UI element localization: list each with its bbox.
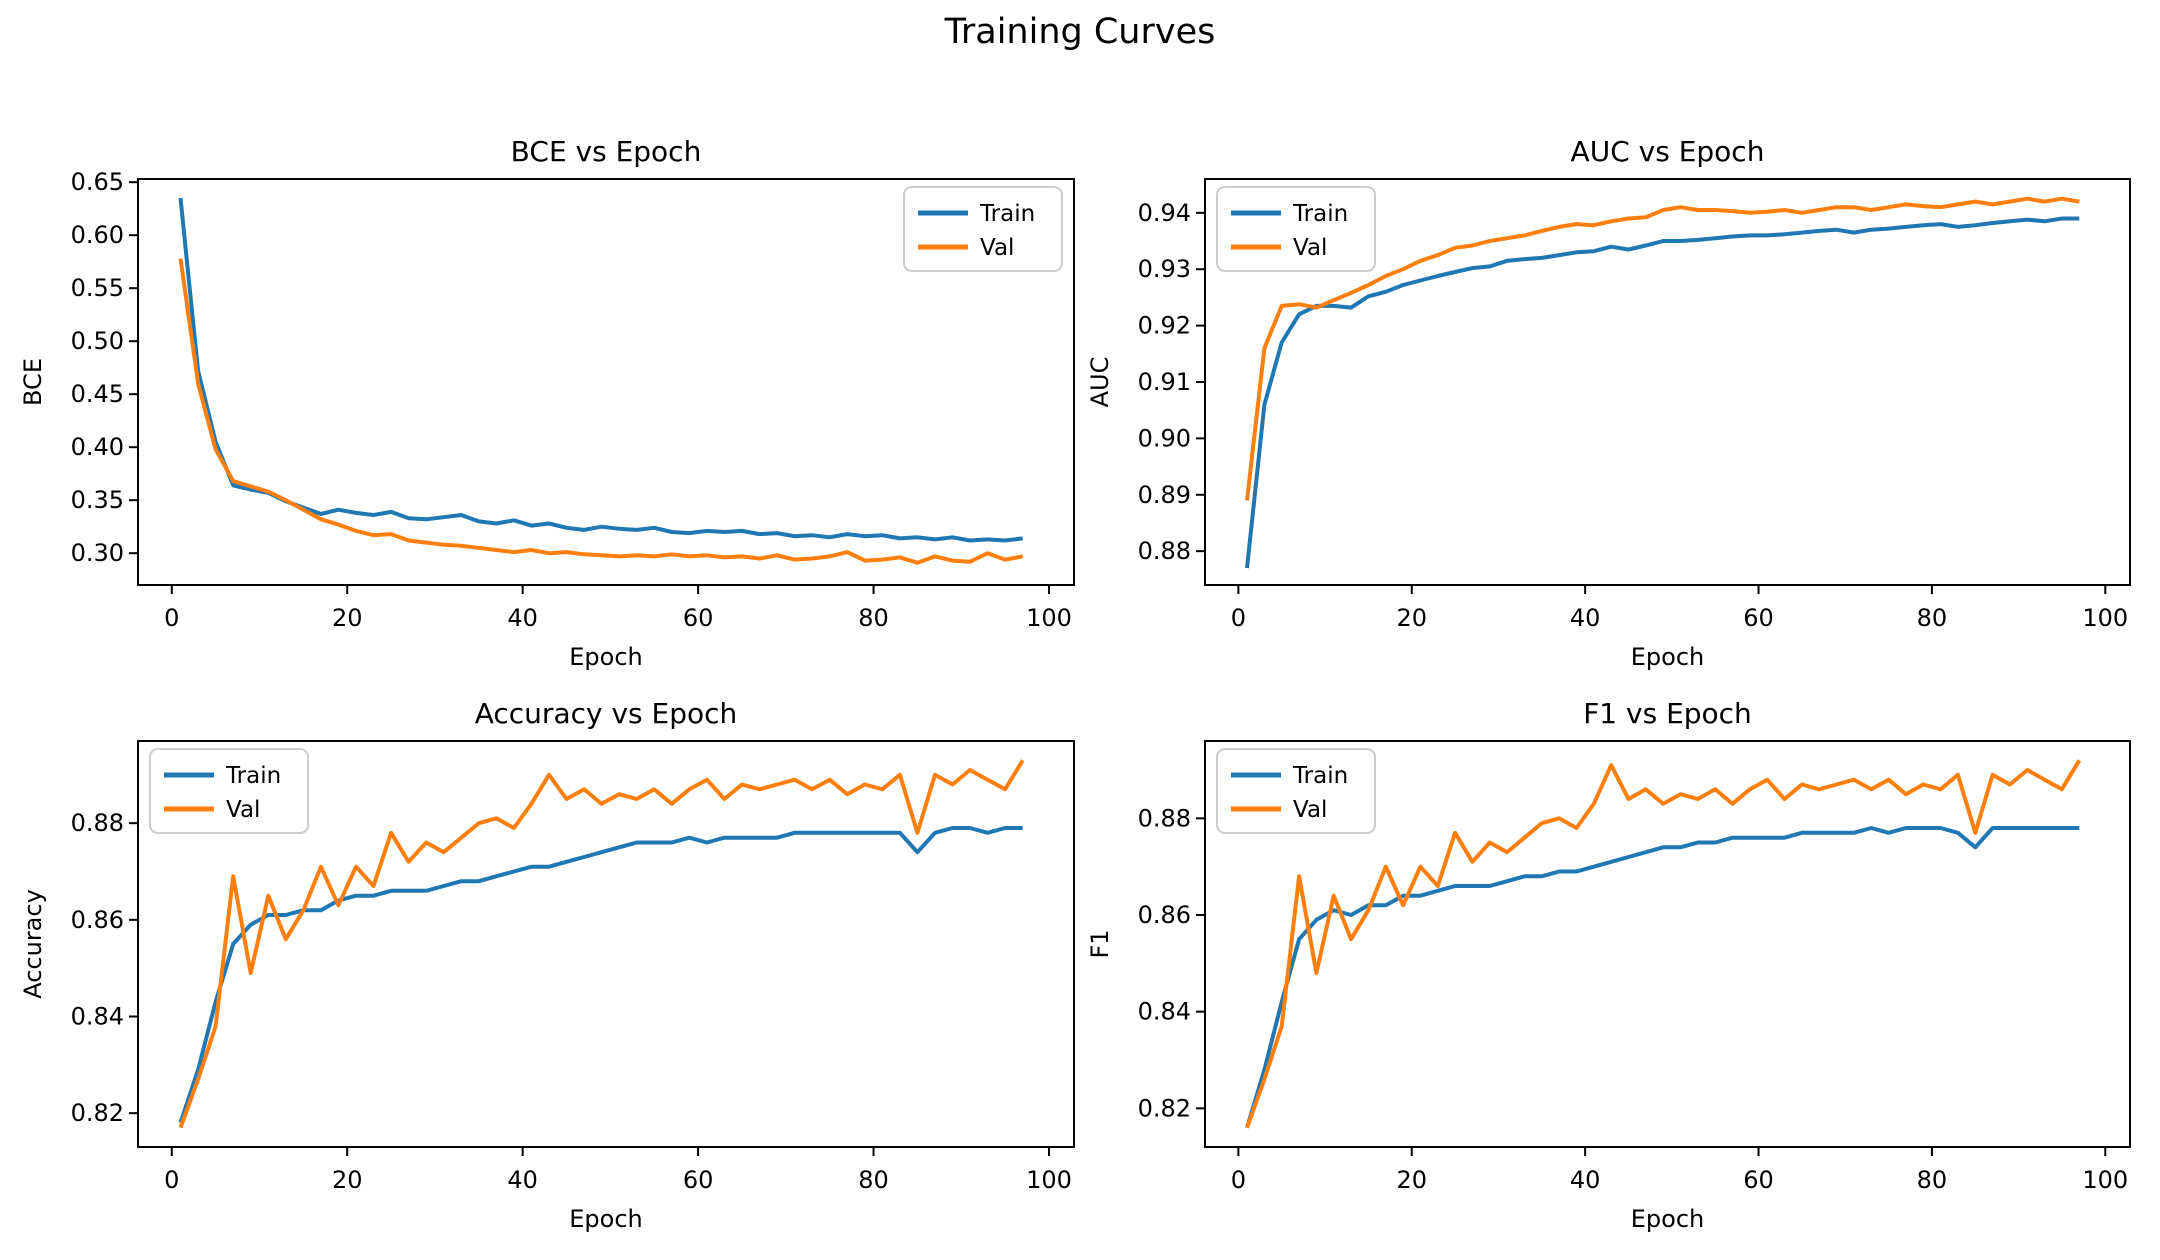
- train-line: [178, 197, 1023, 543]
- chart-title: Accuracy vs Epoch: [475, 697, 738, 730]
- y-tick-label: 0.94: [1138, 199, 1191, 227]
- x-tick-label: 40: [1570, 1166, 1601, 1194]
- x-tick-label: 20: [332, 1166, 363, 1194]
- y-tick-label: 0.84: [1138, 998, 1191, 1026]
- y-tick-label: 0.40: [71, 433, 124, 461]
- legend: Train Val: [149, 748, 309, 834]
- legend: Train Val: [1216, 748, 1376, 834]
- legend-label-val: Val: [1293, 797, 1327, 823]
- chart-title: F1 vs Epoch: [1583, 697, 1752, 730]
- x-axis-label: Epoch: [569, 643, 643, 671]
- subplot-accuracy: Accuracy vs Epoch Epoch Accuracy 0 20 40 60 80 1…: [19, 697, 1075, 1233]
- y-axis-label: Accuracy: [19, 889, 47, 999]
- y-tick-label: 0.84: [71, 1003, 124, 1031]
- x-tick-label: 0: [1231, 1166, 1246, 1194]
- val-line: [178, 258, 1024, 565]
- legend-label-val: Val: [980, 235, 1014, 261]
- x-tick-label: 60: [1743, 1166, 1774, 1194]
- x-axis-label: Epoch: [1631, 1205, 1705, 1233]
- y-tick-label: 0.50: [71, 327, 124, 355]
- x-tick-label: 20: [1396, 604, 1427, 632]
- y-tick-label: 0.89: [1138, 481, 1191, 509]
- legend-label-val: Val: [1293, 235, 1327, 261]
- y-tick-label: 0.65: [71, 168, 124, 196]
- val-line: [1245, 759, 2082, 1129]
- x-axis-label: Epoch: [569, 1205, 643, 1233]
- y-tick-label: 0.86: [1138, 901, 1191, 929]
- train-line: [1245, 826, 2080, 1129]
- figure-title: Training Curves: [944, 12, 1216, 52]
- train-line: [1245, 216, 2080, 569]
- y-tick-label: 0.91: [1138, 368, 1191, 396]
- y-tick-label: 0.88: [1138, 537, 1191, 565]
- y-tick-label: 0.60: [71, 221, 124, 249]
- x-axis-label: Epoch: [1631, 643, 1705, 671]
- chart-title: BCE vs Epoch: [511, 135, 702, 168]
- axes-box: [137, 178, 1075, 586]
- legend-label-val: Val: [226, 797, 260, 823]
- legend-box: [903, 186, 1063, 272]
- axes-box: [1204, 740, 2131, 1148]
- y-tick-label: 0.30: [71, 539, 124, 567]
- x-tick-label: 60: [683, 604, 714, 632]
- x-tick-label: 0: [164, 604, 179, 632]
- y-tick-label: 0.45: [71, 380, 124, 408]
- x-tick-label: 80: [858, 1166, 889, 1194]
- y-tick-label: 0.82: [1138, 1094, 1191, 1122]
- y-axis-label: F1: [1086, 929, 1114, 958]
- axes-box: [137, 740, 1075, 1148]
- x-tick-label: 100: [1026, 1166, 1072, 1194]
- legend-label-train: Train: [225, 763, 281, 789]
- legend: Train Val: [1216, 186, 1376, 272]
- y-tick-label: 0.55: [71, 274, 124, 302]
- x-tick-label: 80: [1917, 1166, 1948, 1194]
- y-axis-label: BCE: [19, 358, 47, 406]
- x-tick-label: 40: [507, 604, 538, 632]
- subplot-bce: BCE vs Epoch Epoch BCE 0 20 40 60 80 100 0.30 0.35…: [19, 135, 1075, 671]
- y-tick-label: 0.88: [71, 809, 124, 837]
- y-tick-label: 0.86: [71, 906, 124, 934]
- x-tick-label: 100: [1026, 604, 1072, 632]
- y-tick-label: 0.88: [1138, 804, 1191, 832]
- legend-box: [1216, 186, 1376, 272]
- x-tick-label: 80: [858, 604, 889, 632]
- legend: Train Val: [903, 186, 1063, 272]
- x-tick-label: 0: [164, 1166, 179, 1194]
- x-tick-label: 40: [1570, 604, 1601, 632]
- val-line: [178, 759, 1025, 1129]
- train-line: [178, 826, 1023, 1124]
- x-tick-label: 0: [1231, 604, 1246, 632]
- x-tick-label: 100: [2082, 604, 2128, 632]
- subplot-f1: F1 vs Epoch Epoch F1 0 20 40 60 80 100 0.82 0.84 0.…: [1086, 697, 2131, 1233]
- legend-label-train: Train: [979, 201, 1035, 227]
- legend-label-train: Train: [1292, 201, 1348, 227]
- y-tick-label: 0.35: [71, 486, 124, 514]
- chart-title: AUC vs Epoch: [1571, 135, 1765, 168]
- x-tick-label: 100: [2082, 1166, 2128, 1194]
- y-tick-label: 0.92: [1138, 312, 1191, 340]
- y-axis-label: AUC: [1086, 357, 1114, 408]
- y-tick-label: 0.93: [1138, 255, 1191, 283]
- legend-box: [1216, 748, 1376, 834]
- x-tick-label: 20: [332, 604, 363, 632]
- legend-label-train: Train: [1292, 763, 1348, 789]
- subplot-auc: AUC vs Epoch Epoch AUC 0 20 40 60 80 100 0.88 0.89…: [1086, 135, 2131, 671]
- y-tick-label: 0.90: [1138, 424, 1191, 452]
- x-tick-label: 20: [1396, 1166, 1427, 1194]
- x-tick-label: 60: [683, 1166, 714, 1194]
- x-tick-label: 80: [1917, 604, 1948, 632]
- y-tick-label: 0.82: [71, 1099, 124, 1127]
- legend-box: [149, 748, 309, 834]
- axes-box: [1204, 178, 2131, 586]
- x-tick-label: 40: [507, 1166, 538, 1194]
- x-tick-label: 60: [1743, 604, 1774, 632]
- val-line: [1245, 196, 2080, 501]
